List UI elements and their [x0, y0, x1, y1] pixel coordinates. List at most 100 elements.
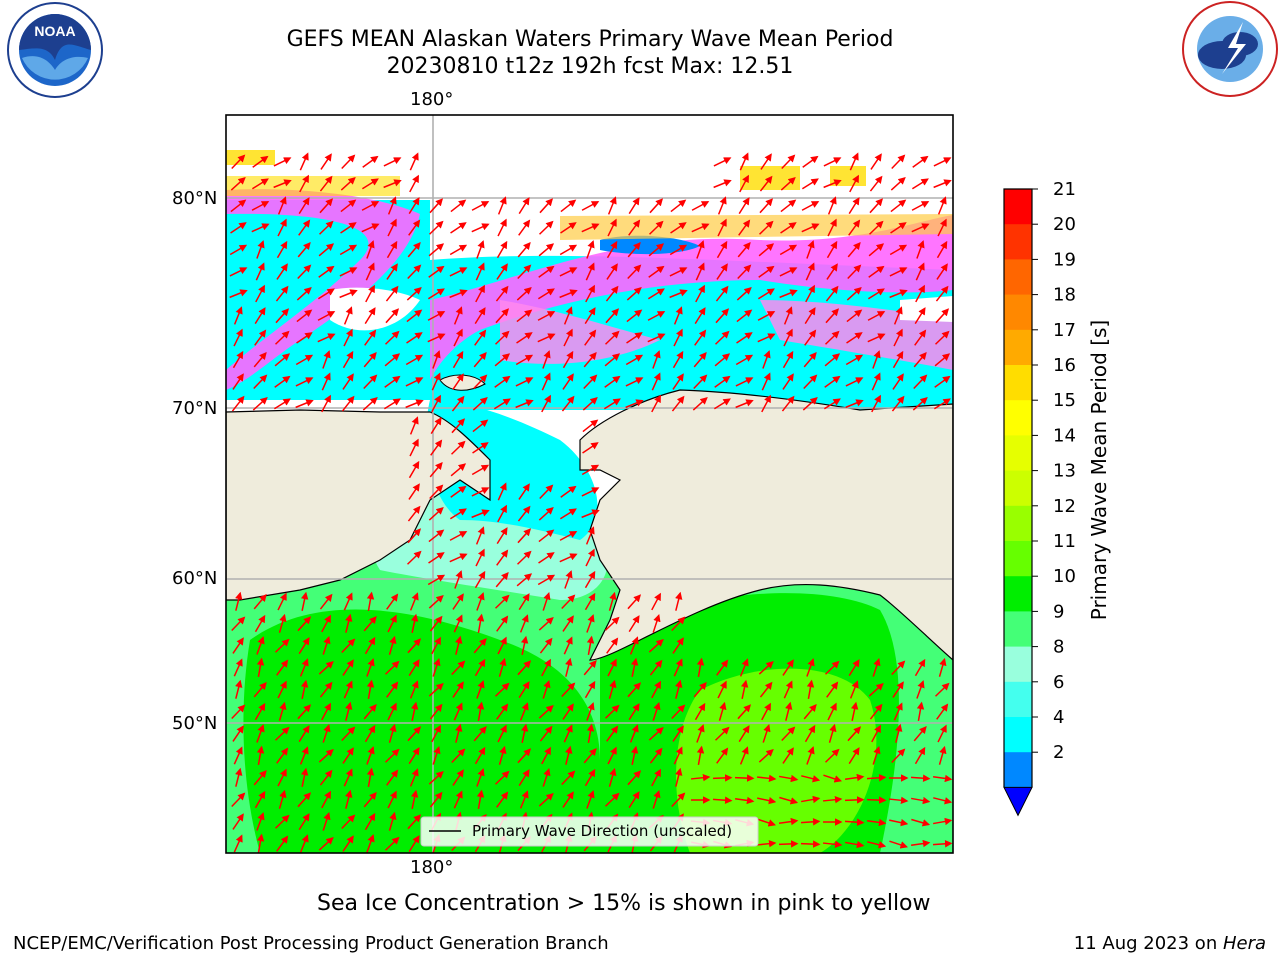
- wave-arrow: [233, 834, 243, 853]
- wave-arrow: [695, 284, 705, 303]
- wave-arrow: [647, 288, 665, 300]
- wave-arrow: [605, 330, 620, 345]
- wave-arrow: [891, 660, 906, 675]
- wave-arrow: [757, 796, 777, 805]
- wave-arrow: [297, 616, 312, 632]
- wave-arrow: [848, 197, 860, 215]
- wave-arrow: [581, 201, 600, 211]
- wave-arrow: [889, 267, 908, 277]
- wave-arrow: [407, 528, 422, 544]
- wave-arrow: [630, 657, 639, 677]
- wave-arrow: [520, 635, 529, 655]
- wave-arrow: [872, 746, 881, 765]
- wave-arrow: [297, 264, 312, 279]
- wave-arrow: [915, 262, 925, 281]
- wave-arrow: [845, 354, 864, 366]
- wave-arrow: [582, 442, 599, 454]
- wave-arrow: [233, 328, 243, 347]
- wave-arrow: [652, 614, 661, 633]
- wave-arrow: [586, 702, 595, 721]
- wave-arrow: [605, 308, 620, 324]
- wave-arrow: [629, 636, 639, 655]
- wave-arrow: [718, 701, 727, 721]
- colorbar-tick-label: 11: [1053, 531, 1076, 552]
- wave-arrow: [295, 399, 314, 409]
- wave-arrow: [827, 196, 837, 215]
- wave-arrow: [891, 748, 906, 763]
- wave-arrow: [803, 351, 817, 368]
- wave-arrow: [607, 746, 617, 765]
- wave-arrow: [476, 680, 485, 699]
- wave-arrow: [715, 285, 729, 302]
- wave-arrow: [586, 614, 595, 633]
- wave-arrow: [651, 768, 661, 787]
- wave-arrow: [229, 267, 248, 277]
- wave-arrow: [563, 328, 573, 347]
- wave-arrow: [319, 220, 334, 235]
- wave-arrow: [671, 704, 686, 719]
- wave-arrow: [471, 223, 490, 233]
- wave-arrow: [256, 636, 265, 655]
- wave-arrow: [694, 307, 706, 325]
- wave-arrow: [584, 592, 596, 611]
- wave-arrow: [473, 374, 488, 389]
- wave-arrow: [716, 747, 729, 764]
- wave-arrow: [385, 836, 400, 851]
- wave-arrow: [318, 836, 334, 851]
- wave-arrow: [409, 174, 419, 193]
- wave-arrow: [932, 774, 953, 783]
- wave-arrow: [779, 796, 799, 805]
- wave-arrow: [935, 682, 950, 697]
- wave-arrow: [273, 157, 292, 167]
- wave-arrow: [278, 789, 287, 809]
- wave-arrow: [452, 593, 464, 610]
- wave-arrow: [889, 840, 908, 849]
- wave-arrow: [669, 289, 688, 299]
- wave-arrow: [474, 307, 486, 325]
- wave-arrow: [317, 333, 336, 343]
- wave-arrow: [297, 241, 311, 258]
- wave-arrow: [581, 223, 600, 233]
- wave-arrow: [625, 399, 644, 409]
- wave-arrow: [475, 526, 485, 545]
- map-legend: Primary Wave Direction (unscaled): [420, 816, 759, 847]
- wave-arrow: [804, 307, 816, 325]
- wave-arrow: [452, 350, 464, 369]
- wave-arrow: [916, 240, 925, 259]
- wave-arrow: [938, 745, 947, 765]
- wave-arrow: [253, 351, 267, 368]
- wave-arrow: [738, 725, 750, 743]
- wave-arrow: [451, 440, 466, 455]
- wave-arrow: [235, 679, 243, 699]
- wave-arrow: [232, 373, 244, 390]
- wave-arrow: [341, 154, 356, 169]
- wave-arrow: [911, 796, 931, 805]
- wave-arrow: [278, 701, 287, 721]
- wave-arrow: [429, 791, 443, 808]
- wave-arrow: [801, 201, 820, 211]
- wave-arrow: [563, 306, 573, 325]
- wave-arrow: [519, 790, 529, 809]
- wave-arrow: [759, 681, 773, 698]
- wave-arrow: [585, 262, 595, 281]
- wave-arrow: [494, 353, 511, 367]
- wave-arrow: [675, 767, 683, 787]
- wave-arrow: [542, 768, 551, 787]
- wave-arrow: [608, 679, 617, 699]
- wave-arrow: [914, 746, 926, 765]
- wave-arrow: [606, 637, 619, 654]
- wave-arrow: [515, 354, 534, 366]
- sea-ice-caption: Sea Ice Concentration > 15% is shown in …: [317, 891, 931, 916]
- colorbar-label: Primary Wave Mean Period [s]: [1087, 320, 1111, 621]
- wave-arrow: [626, 286, 642, 301]
- wave-arrow: [673, 306, 683, 325]
- wave-arrow: [538, 552, 555, 564]
- wave-arrow: [869, 175, 883, 192]
- wave-arrow: [407, 550, 422, 565]
- wave-arrow: [537, 288, 555, 300]
- wave-arrow: [231, 395, 245, 412]
- noaa-logo-text: NOAA: [34, 23, 75, 39]
- wave-arrow: [474, 658, 486, 677]
- wave-arrow: [916, 680, 925, 699]
- wave-arrow: [495, 330, 510, 345]
